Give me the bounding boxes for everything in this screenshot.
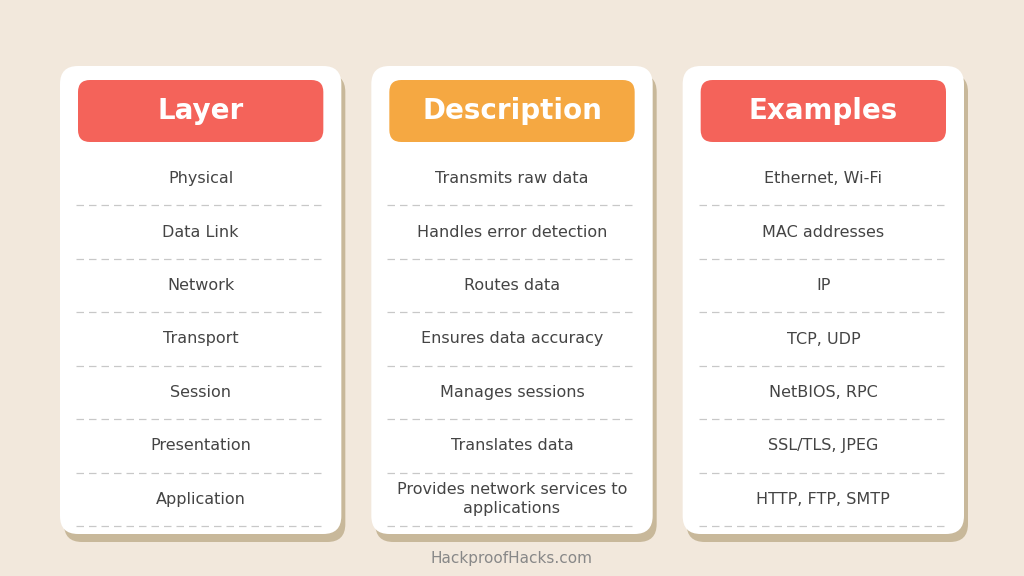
FancyBboxPatch shape [63,74,345,542]
Text: Provides network services to
applications: Provides network services to application… [397,483,627,516]
FancyBboxPatch shape [687,74,968,542]
Text: Routes data: Routes data [464,278,560,293]
Text: IP: IP [816,278,830,293]
Text: Examples: Examples [749,97,898,125]
FancyBboxPatch shape [78,80,324,142]
Text: Session: Session [170,385,231,400]
Text: Transmits raw data: Transmits raw data [435,171,589,186]
Text: Ethernet, Wi-Fi: Ethernet, Wi-Fi [764,171,883,186]
Text: Description: Description [422,97,602,125]
Text: Manages sessions: Manages sessions [439,385,585,400]
Text: Data Link: Data Link [163,225,239,240]
FancyBboxPatch shape [700,80,946,142]
Text: HTTP, FTP, SMTP: HTTP, FTP, SMTP [757,492,890,507]
FancyBboxPatch shape [683,66,964,534]
Text: TCP, UDP: TCP, UDP [786,332,860,347]
FancyBboxPatch shape [376,74,656,542]
Text: MAC addresses: MAC addresses [762,225,885,240]
Text: Ensures data accuracy: Ensures data accuracy [421,332,603,347]
Text: Physical: Physical [168,171,233,186]
FancyBboxPatch shape [389,80,635,142]
Text: Handles error detection: Handles error detection [417,225,607,240]
Text: Application: Application [156,492,246,507]
Text: Layer: Layer [158,97,244,125]
Text: Translates data: Translates data [451,438,573,453]
Text: SSL/TLS, JPEG: SSL/TLS, JPEG [768,438,879,453]
Text: Presentation: Presentation [151,438,251,453]
Text: NetBIOS, RPC: NetBIOS, RPC [769,385,878,400]
FancyBboxPatch shape [60,66,341,534]
Text: Transport: Transport [163,332,239,347]
Text: HackproofHacks.com: HackproofHacks.com [431,551,593,566]
Text: Network: Network [167,278,234,293]
FancyBboxPatch shape [372,66,652,534]
